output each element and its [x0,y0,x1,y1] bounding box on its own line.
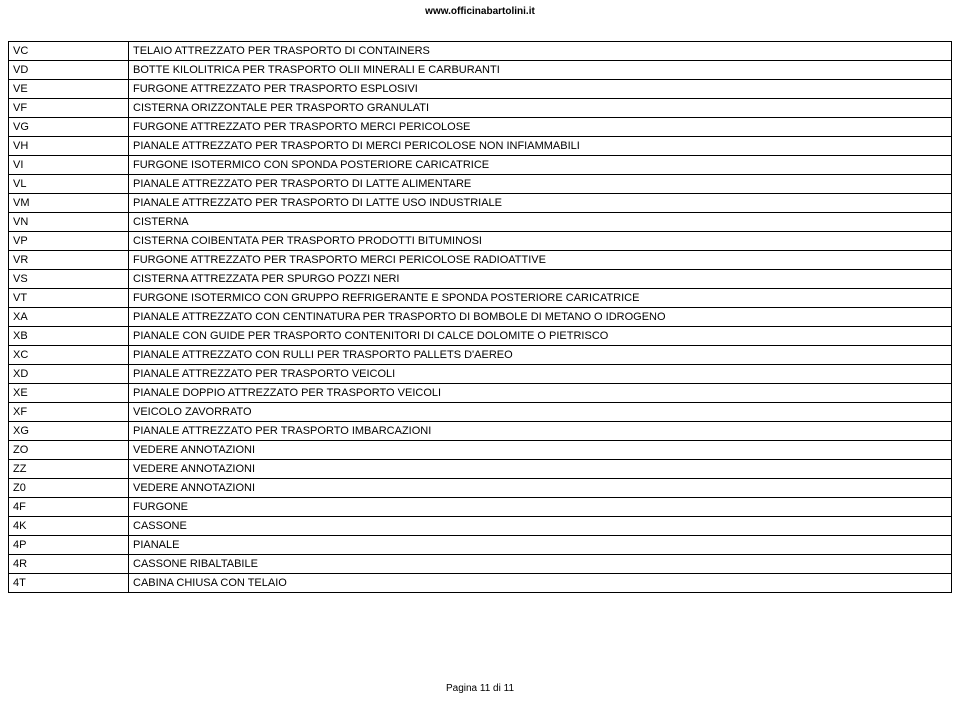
description-cell: PIANALE ATTREZZATO PER TRASPORTO DI LATT… [129,175,952,194]
code-cell: VT [9,289,129,308]
description-cell: FURGONE ATTREZZATO PER TRASPORTO MERCI P… [129,118,952,137]
table-row: XGPIANALE ATTREZZATO PER TRASPORTO IMBAR… [9,422,952,441]
description-cell: VEDERE ANNOTAZIONI [129,460,952,479]
code-cell: XC [9,346,129,365]
description-cell: BOTTE KILOLITRICA PER TRASPORTO OLII MIN… [129,61,952,80]
table-row: VCTELAIO ATTREZZATO PER TRASPORTO DI CON… [9,42,952,61]
code-cell: XA [9,308,129,327]
description-cell: CISTERNA [129,213,952,232]
code-cell: ZZ [9,460,129,479]
description-cell: CASSONE RIBALTABILE [129,555,952,574]
page-header-url: www.officinabartolini.it [0,0,960,41]
table-row: Z0VEDERE ANNOTAZIONI [9,479,952,498]
code-cell: 4F [9,498,129,517]
code-cell: VN [9,213,129,232]
code-cell: XE [9,384,129,403]
code-cell: VH [9,137,129,156]
code-cell: Z0 [9,479,129,498]
table-row: 4KCASSONE [9,517,952,536]
description-cell: CABINA CHIUSA CON TELAIO [129,574,952,593]
table-row: VRFURGONE ATTREZZATO PER TRASPORTO MERCI… [9,251,952,270]
description-cell: FURGONE [129,498,952,517]
description-cell: VEDERE ANNOTAZIONI [129,441,952,460]
description-cell: PIANALE [129,536,952,555]
table-row: VNCISTERNA [9,213,952,232]
description-cell: VEDERE ANNOTAZIONI [129,479,952,498]
code-cell: VR [9,251,129,270]
description-cell: CASSONE [129,517,952,536]
description-cell: FURGONE ISOTERMICO CON SPONDA POSTERIORE… [129,156,952,175]
code-cell: VE [9,80,129,99]
table-row: VDBOTTE KILOLITRICA PER TRASPORTO OLII M… [9,61,952,80]
code-cell: VD [9,61,129,80]
description-cell: CISTERNA ORIZZONTALE PER TRASPORTO GRANU… [129,99,952,118]
table-container: VCTELAIO ATTREZZATO PER TRASPORTO DI CON… [0,41,960,593]
description-cell: FURGONE ATTREZZATO PER TRASPORTO MERCI P… [129,251,952,270]
description-cell: TELAIO ATTREZZATO PER TRASPORTO DI CONTA… [129,42,952,61]
table-row: VSCISTERNA ATTREZZATA PER SPURGO POZZI N… [9,270,952,289]
code-cell: VC [9,42,129,61]
description-cell: PIANALE ATTREZZATO PER TRASPORTO DI LATT… [129,194,952,213]
table-row: XBPIANALE CON GUIDE PER TRASPORTO CONTEN… [9,327,952,346]
code-cell: VF [9,99,129,118]
code-cell: 4K [9,517,129,536]
table-row: ZOVEDERE ANNOTAZIONI [9,441,952,460]
code-cell: 4R [9,555,129,574]
table-row: ZZVEDERE ANNOTAZIONI [9,460,952,479]
table-row: 4FFURGONE [9,498,952,517]
table-row: 4PPIANALE [9,536,952,555]
code-cell: VM [9,194,129,213]
table-row: VPCISTERNA COIBENTATA PER TRASPORTO PROD… [9,232,952,251]
description-cell: PIANALE ATTREZZATO PER TRASPORTO DI MERC… [129,137,952,156]
table-row: VLPIANALE ATTREZZATO PER TRASPORTO DI LA… [9,175,952,194]
code-cell: ZO [9,441,129,460]
table-row: XDPIANALE ATTREZZATO PER TRASPORTO VEICO… [9,365,952,384]
description-cell: PIANALE ATTREZZATO PER TRASPORTO IMBARCA… [129,422,952,441]
description-cell: FURGONE ISOTERMICO CON GRUPPO REFRIGERAN… [129,289,952,308]
table-row: XEPIANALE DOPPIO ATTREZZATO PER TRASPORT… [9,384,952,403]
table-row: XFVEICOLO ZAVORRATO [9,403,952,422]
code-cell: VL [9,175,129,194]
table-row: VGFURGONE ATTREZZATO PER TRASPORTO MERCI… [9,118,952,137]
code-cell: 4T [9,574,129,593]
page-footer-pagination: Pagina 11 di 11 [0,593,960,694]
code-cell: VP [9,232,129,251]
description-cell: CISTERNA ATTREZZATA PER SPURGO POZZI NER… [129,270,952,289]
table-row: 4TCABINA CHIUSA CON TELAIO [9,574,952,593]
table-row: VEFURGONE ATTREZZATO PER TRASPORTO ESPLO… [9,80,952,99]
code-cell: VS [9,270,129,289]
description-cell: PIANALE ATTREZZATO CON CENTINATURA PER T… [129,308,952,327]
table-row: XCPIANALE ATTREZZATO CON RULLI PER TRASP… [9,346,952,365]
description-cell: CISTERNA COIBENTATA PER TRASPORTO PRODOT… [129,232,952,251]
description-cell: VEICOLO ZAVORRATO [129,403,952,422]
table-row: VIFURGONE ISOTERMICO CON SPONDA POSTERIO… [9,156,952,175]
code-cell: XD [9,365,129,384]
table-row: VTFURGONE ISOTERMICO CON GRUPPO REFRIGER… [9,289,952,308]
description-cell: PIANALE DOPPIO ATTREZZATO PER TRASPORTO … [129,384,952,403]
table-row: VHPIANALE ATTREZZATO PER TRASPORTO DI ME… [9,137,952,156]
code-cell: VI [9,156,129,175]
table-row: VMPIANALE ATTREZZATO PER TRASPORTO DI LA… [9,194,952,213]
code-cell: XF [9,403,129,422]
description-cell: PIANALE ATTREZZATO CON RULLI PER TRASPOR… [129,346,952,365]
description-cell: FURGONE ATTREZZATO PER TRASPORTO ESPLOSI… [129,80,952,99]
description-cell: PIANALE CON GUIDE PER TRASPORTO CONTENIT… [129,327,952,346]
code-cell: XG [9,422,129,441]
codes-table: VCTELAIO ATTREZZATO PER TRASPORTO DI CON… [8,41,952,593]
code-cell: 4P [9,536,129,555]
table-row: XAPIANALE ATTREZZATO CON CENTINATURA PER… [9,308,952,327]
code-cell: VG [9,118,129,137]
table-row: VFCISTERNA ORIZZONTALE PER TRASPORTO GRA… [9,99,952,118]
code-cell: XB [9,327,129,346]
description-cell: PIANALE ATTREZZATO PER TRASPORTO VEICOLI [129,365,952,384]
table-row: 4RCASSONE RIBALTABILE [9,555,952,574]
